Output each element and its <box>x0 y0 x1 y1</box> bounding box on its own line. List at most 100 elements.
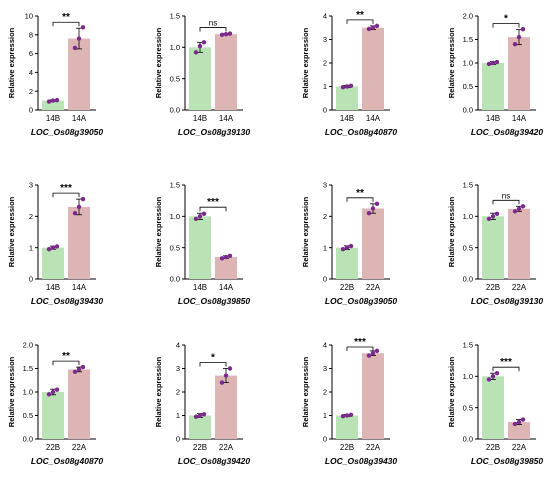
gene-label: LOC_Os08g39420 <box>178 456 251 466</box>
data-point <box>193 50 199 55</box>
bar-22B <box>336 415 358 439</box>
y-tick-label: 10 <box>25 12 33 21</box>
gene-label: LOC_Os08g40870 <box>31 456 104 466</box>
x-category-label: 14A <box>512 114 527 123</box>
data-point <box>50 245 56 250</box>
data-point <box>340 247 346 252</box>
y-tick-label: 2.0 <box>463 12 473 21</box>
data-point <box>344 245 350 250</box>
y-tick-label: 2 <box>176 388 180 397</box>
significance-label: *** <box>207 197 219 208</box>
bar-14B <box>189 216 211 279</box>
y-tick-label: 0.5 <box>170 74 180 83</box>
data-point <box>486 216 492 222</box>
x-category-label: 14B <box>193 114 207 123</box>
bar-22B <box>336 247 358 279</box>
y-axis-label: Relative expression <box>154 356 163 427</box>
y-axis-label: Relative expression <box>154 27 163 98</box>
gene-label: LOC_Os08g39430 <box>325 456 398 466</box>
bar-22A <box>508 208 530 279</box>
data-point <box>490 214 496 219</box>
data-point <box>366 26 372 32</box>
data-point <box>344 413 350 418</box>
data-point <box>219 380 225 385</box>
data-point <box>80 25 86 30</box>
significance-bracket <box>492 366 520 372</box>
significance-bracket <box>346 346 374 351</box>
y-tick-label: 0.0 <box>463 106 473 115</box>
data-point <box>520 26 526 32</box>
significance-bracket <box>199 27 227 32</box>
gene-label: LOC_Os08g39850 <box>178 296 251 306</box>
data-point <box>54 244 60 249</box>
y-tick-label: 1.0 <box>463 372 473 381</box>
y-tick-label: 1.5 <box>463 341 473 350</box>
y-tick-label: 0 <box>323 435 327 444</box>
significance-bracket <box>346 19 374 24</box>
y-tick-label: 8 <box>29 30 33 39</box>
data-point <box>520 417 526 422</box>
gene-label: LOC_Os08g39130 <box>178 127 251 137</box>
y-tick-label: 3 <box>176 364 180 373</box>
y-tick-label: 4 <box>176 341 180 350</box>
y-tick-label: 1.0 <box>463 59 473 68</box>
significance-label: ns <box>209 19 217 28</box>
x-category-label: 22A <box>512 283 527 292</box>
data-point <box>494 211 500 217</box>
data-point <box>54 387 60 392</box>
bar-14B <box>336 86 358 110</box>
y-tick-label: 1 <box>323 411 327 420</box>
y-axis-label: Relative expression <box>447 196 456 267</box>
data-point <box>46 392 52 397</box>
x-category-label: 22A <box>512 443 527 452</box>
bar-22B <box>482 376 504 439</box>
chart-panel-8: Relative expression 0.0 0.5 1.0 1.5 22B 22A ns L… <box>447 181 543 306</box>
x-category-label: 14B <box>46 283 60 292</box>
y-tick-label: 0.0 <box>463 435 473 444</box>
y-axis-label: Relative expression <box>447 27 456 98</box>
y-tick-label: 0 <box>176 435 180 444</box>
x-category-label: 14A <box>72 283 87 292</box>
data-point <box>72 369 78 374</box>
data-point <box>370 206 376 211</box>
y-tick-label: 0.5 <box>463 82 473 91</box>
significance-label: *** <box>500 357 512 368</box>
significance-label: ns <box>502 191 510 200</box>
y-axis-label: Relative expression <box>301 356 310 427</box>
significance-label: ** <box>62 351 70 362</box>
y-axis-label: Relative expression <box>447 356 456 427</box>
significance-label: ** <box>356 188 364 199</box>
chart-panel-12: Relative expression 0.0 0.5 1.0 1.5 22B 22A ***… <box>447 341 543 466</box>
significance-bracket <box>492 23 520 28</box>
data-point <box>348 243 354 249</box>
data-point <box>76 204 82 210</box>
y-tick-label: 0.5 <box>170 243 180 252</box>
chart-panel-11: Relative expression 0 1 2 3 4 22B 22A *** LOC_Os0… <box>301 337 397 466</box>
significance-label: *** <box>60 183 72 194</box>
significance-label: ** <box>62 12 70 23</box>
data-point <box>370 351 376 356</box>
y-tick-label: 1.5 <box>23 364 33 373</box>
data-point <box>374 348 380 354</box>
y-tick-label: 1 <box>323 243 327 252</box>
data-point <box>223 254 229 260</box>
chart-panel-3: Relative expression 0 1 2 3 4 14B 14A ** LOC_Os08… <box>301 10 397 137</box>
significance-label: ** <box>356 10 364 21</box>
data-point <box>512 209 518 214</box>
y-tick-label: 2 <box>323 59 327 68</box>
y-tick-label: 1 <box>29 243 33 252</box>
gene-label: LOC_Os08g39420 <box>471 127 544 137</box>
significance-bracket <box>199 206 227 212</box>
y-axis-label: Relative expression <box>7 196 16 267</box>
y-tick-label: 0.0 <box>170 106 180 115</box>
y-tick-label: 4 <box>323 341 327 350</box>
chart-panel-4: Relative expression 0.0 0.5 1.0 1.5 2.0 14B 14A… <box>447 12 543 137</box>
data-point <box>223 31 229 37</box>
y-tick-label: 2 <box>29 87 33 96</box>
y-tick-label: 1.5 <box>463 181 473 190</box>
y-tick-label: 2 <box>323 212 327 221</box>
data-point <box>50 98 56 103</box>
data-point <box>490 60 496 66</box>
y-tick-label: 4 <box>29 68 33 77</box>
